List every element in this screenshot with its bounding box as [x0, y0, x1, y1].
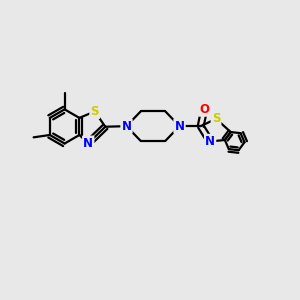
- Text: S: S: [91, 105, 99, 118]
- Text: N: N: [122, 120, 131, 133]
- Text: S: S: [212, 112, 220, 125]
- Text: N: N: [83, 137, 93, 150]
- Text: N: N: [205, 135, 215, 148]
- Text: N: N: [175, 120, 184, 133]
- Text: O: O: [199, 103, 209, 116]
